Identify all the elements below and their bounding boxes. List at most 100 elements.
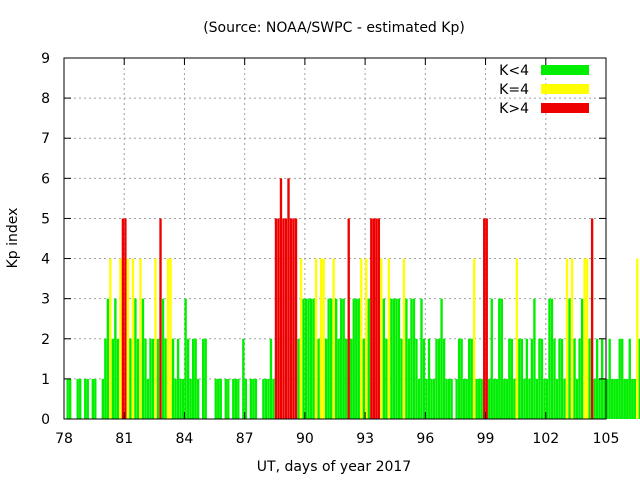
bars — [66, 178, 640, 419]
kp-bar — [186, 338, 190, 419]
plot-frame — [63, 57, 607, 420]
kp-bar — [69, 378, 72, 419]
kp-bar — [340, 298, 343, 419]
kp-bar — [332, 258, 335, 419]
kp-bar — [385, 338, 388, 419]
kp-bar — [249, 378, 253, 419]
kp-bar — [342, 298, 345, 419]
kp-bar — [347, 218, 350, 419]
kp-bar — [628, 338, 631, 419]
kp-bar — [121, 218, 125, 419]
kp-bar — [166, 258, 170, 419]
y-tick-label: 5 — [41, 211, 50, 227]
kp-bar — [442, 338, 446, 419]
kp-bar — [555, 378, 559, 419]
kp-bar — [269, 338, 273, 419]
kp-bar — [583, 258, 586, 419]
kp-bar — [430, 378, 433, 419]
y-tick-label: 8 — [41, 91, 50, 107]
kp-bar — [159, 218, 162, 419]
kp-bar — [134, 298, 137, 419]
x-axis-label: UT, days of year 2017 — [257, 459, 411, 475]
kp-bar — [500, 298, 503, 419]
kp-bar — [518, 338, 521, 419]
kp-bar — [636, 258, 639, 419]
x-tick-label: 90 — [296, 431, 314, 447]
kp-bar — [149, 338, 152, 419]
kp-bar — [307, 298, 310, 419]
kp-bar — [284, 218, 288, 419]
legend-swatch — [541, 84, 589, 94]
kp-bar — [104, 338, 107, 419]
x-tick-label: 78 — [55, 431, 73, 447]
kp-bar — [360, 258, 363, 419]
kp-bar — [588, 338, 591, 419]
kp-bar — [131, 258, 135, 419]
kp-bar — [616, 378, 619, 419]
kp-bar — [553, 338, 556, 419]
kp-bar — [473, 258, 476, 419]
kp-bar — [470, 338, 473, 419]
kp-bar — [445, 378, 448, 419]
kp-bar — [189, 378, 192, 419]
kp-bar — [478, 378, 481, 419]
kp-bar — [626, 378, 629, 419]
kp-bar — [151, 338, 155, 419]
kp-bar — [282, 218, 285, 419]
kp-bar — [156, 338, 160, 419]
y-axis-label: Kp index — [5, 208, 21, 269]
kp-bar — [490, 298, 493, 419]
kp-bar — [350, 338, 353, 419]
kp-bar — [84, 378, 87, 419]
legend-swatch — [541, 65, 589, 75]
kp-bar — [335, 298, 338, 419]
kp-bar — [382, 298, 386, 419]
kp-bar — [425, 378, 428, 419]
x-tick-label: 81 — [115, 431, 133, 447]
kp-bar — [565, 258, 569, 419]
kp-bar — [631, 378, 634, 419]
kp-bar — [219, 378, 222, 419]
kp-bar — [543, 378, 546, 419]
kp-bar — [144, 338, 147, 419]
kp-bar — [585, 258, 589, 419]
kp-bar — [232, 378, 235, 419]
kp-bar — [450, 378, 453, 419]
legend: K<4 K=4 K>4 — [499, 63, 589, 117]
kp-bar — [234, 378, 237, 419]
kp-bar — [608, 338, 611, 419]
kp-bar — [309, 298, 313, 419]
kp-bar — [202, 338, 205, 419]
kp-bar — [254, 378, 258, 419]
kp-bar — [317, 338, 320, 419]
kp-bar — [525, 338, 529, 419]
kp-bar — [375, 218, 378, 419]
kp-bar — [154, 258, 157, 419]
kp-bar — [146, 378, 150, 419]
kp-bar — [299, 258, 303, 419]
kp-bar — [638, 338, 640, 419]
kp-bar — [420, 298, 423, 419]
kp-bar — [109, 258, 112, 419]
kp-bar — [111, 338, 115, 419]
kp-bar — [372, 218, 375, 419]
kp-bar — [535, 378, 539, 419]
kp-bar — [550, 298, 554, 419]
kp-bar — [319, 258, 323, 419]
kp-bar — [508, 338, 511, 419]
kp-bar — [437, 338, 441, 419]
kp-bar — [540, 338, 544, 419]
kp-bar — [598, 378, 601, 419]
kp-bar — [395, 298, 398, 419]
kp-bar — [191, 338, 195, 419]
kp-bar — [380, 258, 383, 419]
kp-bar — [314, 258, 318, 419]
kp-bar — [274, 218, 278, 419]
kp-bar — [214, 378, 217, 419]
kp-bar — [462, 378, 466, 419]
kp-bar — [324, 338, 328, 419]
kp-bar — [440, 298, 443, 419]
kp-bar — [400, 338, 403, 419]
kp-bar — [357, 298, 360, 419]
